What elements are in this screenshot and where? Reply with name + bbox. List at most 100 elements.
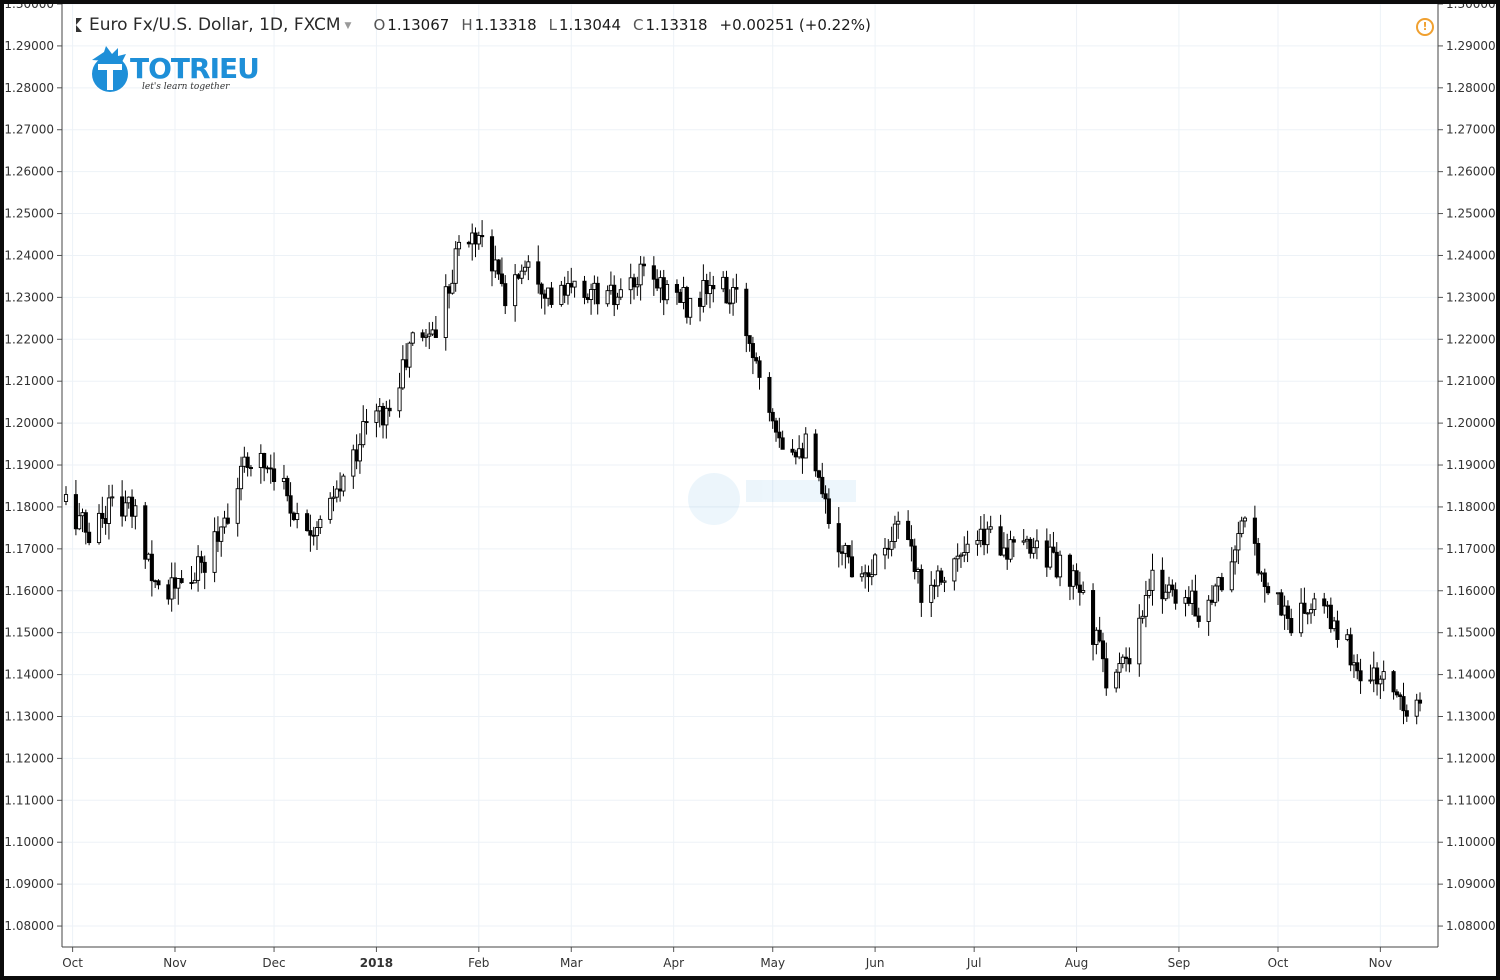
candle-body	[628, 277, 633, 291]
x-tick-label: Nov	[163, 956, 186, 970]
candle-body	[744, 288, 749, 337]
candle-body	[975, 540, 980, 545]
candle-body	[238, 465, 244, 490]
candle-body	[291, 512, 296, 521]
candle-body	[87, 531, 92, 544]
candle-body	[1001, 547, 1006, 556]
candle-body	[1371, 667, 1376, 681]
candle-body	[80, 512, 85, 517]
x-tick-label: Oct	[1268, 956, 1289, 970]
candle-body	[539, 283, 544, 295]
candle-body	[126, 496, 131, 504]
candle-body	[1074, 570, 1079, 586]
candle-body	[420, 332, 425, 338]
candle-body	[77, 515, 82, 530]
candle-body	[314, 527, 320, 537]
candle-body	[1028, 538, 1033, 554]
warning-icon[interactable]: !	[1416, 18, 1434, 36]
candle-body	[589, 289, 594, 300]
y-tick-label: 1.08000	[4, 919, 54, 933]
candle-body	[1335, 620, 1340, 640]
candle-body	[450, 282, 455, 294]
candle-body	[1308, 609, 1314, 614]
candle-body	[1094, 629, 1099, 645]
y-tick-label: 1.21000	[1446, 374, 1496, 388]
candle-body	[1285, 605, 1290, 619]
candle-body	[813, 433, 818, 472]
y-tick-label: 1.11000	[4, 793, 54, 807]
candle-body	[549, 287, 554, 305]
candle-body	[1067, 554, 1072, 587]
candle-body	[797, 448, 802, 458]
candle-body	[341, 475, 346, 492]
candle-body	[1044, 540, 1049, 568]
chevron-down-icon[interactable]: ▼	[344, 21, 352, 31]
candle-body	[906, 520, 911, 541]
symbol-flag-icon[interactable]	[76, 18, 82, 32]
candle-body	[456, 241, 462, 250]
candle-body	[199, 556, 204, 563]
candle-body	[612, 284, 617, 306]
candle-body	[724, 276, 729, 304]
candle-body	[863, 572, 868, 575]
candle-body	[443, 286, 448, 338]
candle-body	[480, 235, 485, 238]
y-tick-label: 1.17000	[4, 542, 54, 556]
candle-body	[605, 290, 610, 305]
candle-body	[146, 553, 151, 560]
candle-body	[1114, 671, 1119, 689]
y-tick-label: 1.29000	[1446, 39, 1496, 53]
candle-body	[1048, 546, 1053, 568]
symbol-title[interactable]: Euro Fx/U.S. Dollar, 1D, FXCM	[89, 15, 341, 35]
y-tick-label: 1.12000	[1446, 751, 1496, 765]
candle-body	[1242, 517, 1248, 522]
candle-body	[674, 283, 680, 293]
y-tick-label: 1.23000	[1446, 290, 1496, 304]
candle-body	[262, 452, 267, 469]
candle-body	[1160, 569, 1165, 600]
candle-body	[133, 505, 138, 517]
candlestick-chart[interactable]: 1.30000 1.29000 1.28000 1.27000 1.26000 1.250…	[4, 4, 1496, 976]
candle-body	[664, 283, 670, 301]
candle-body	[757, 360, 762, 378]
candle-body	[985, 528, 990, 546]
y-tick-label: 1.22000	[4, 332, 54, 346]
candle-body	[103, 518, 108, 524]
candle-body	[631, 277, 637, 288]
candle-body	[1401, 696, 1406, 712]
candle-body	[896, 520, 901, 525]
candle-body	[519, 270, 524, 279]
candle-body	[1120, 656, 1125, 665]
candle-body	[965, 543, 970, 553]
candle-body	[1206, 599, 1211, 622]
y-tick-label: 1.18000	[1446, 500, 1496, 514]
y-tick-label: 1.26000	[4, 165, 54, 179]
candle-body	[265, 467, 270, 470]
candle-body	[129, 496, 135, 517]
candle-body	[1077, 584, 1082, 593]
candle-body	[1252, 517, 1257, 544]
candle-body	[404, 359, 409, 368]
candle-body	[780, 437, 785, 450]
candle-body	[572, 280, 577, 288]
y-tick-label: 1.28000	[1446, 81, 1496, 95]
candle-body	[919, 569, 924, 603]
candle-body	[1325, 604, 1330, 607]
candle-body	[1034, 540, 1039, 549]
candle-body	[427, 333, 432, 337]
candle-body	[516, 274, 521, 279]
candle-body	[836, 523, 841, 553]
y-tick-label: 1.10000	[4, 835, 54, 849]
candle-body	[793, 451, 798, 458]
candle-body	[800, 448, 805, 459]
candle-body	[982, 528, 987, 546]
candle-body	[1081, 590, 1086, 593]
candle-body	[651, 265, 656, 280]
candle-body	[1005, 547, 1010, 560]
y-tick-label: 1.13000	[1446, 709, 1496, 723]
candle-body	[773, 420, 779, 433]
candle-body	[153, 580, 158, 583]
candle-body	[354, 449, 359, 462]
y-tick-label: 1.15000	[1446, 626, 1496, 640]
candle-body	[704, 280, 709, 295]
